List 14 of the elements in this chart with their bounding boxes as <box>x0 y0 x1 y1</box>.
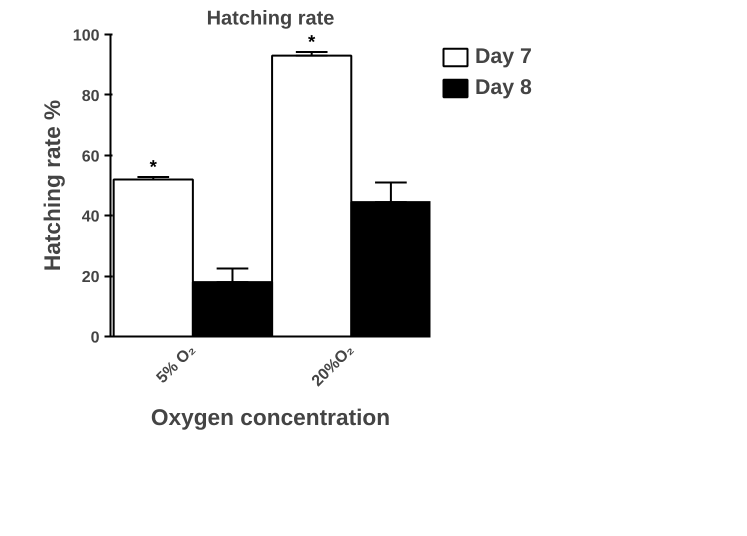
x-tick-label: 5% O₂ <box>154 341 199 387</box>
y-tick-label: 60 <box>82 148 100 166</box>
legend-label: Day 7 <box>475 44 532 69</box>
chart-title: Hatching rate <box>206 8 334 30</box>
y-axis-title: Hatching rate % <box>38 100 65 272</box>
annotation: * <box>150 156 158 178</box>
y-tick-label: 20 <box>82 269 100 286</box>
x-axis-title: Oxygen concentration <box>150 404 390 430</box>
y-tick-label: 0 <box>90 330 100 346</box>
y-tick-label: 100 <box>72 28 100 44</box>
y-tick-label: 40 <box>82 208 100 226</box>
annotation: * <box>308 31 316 52</box>
y-tick-label: 80 <box>82 88 100 105</box>
legend-label: Day 8 <box>475 75 532 100</box>
